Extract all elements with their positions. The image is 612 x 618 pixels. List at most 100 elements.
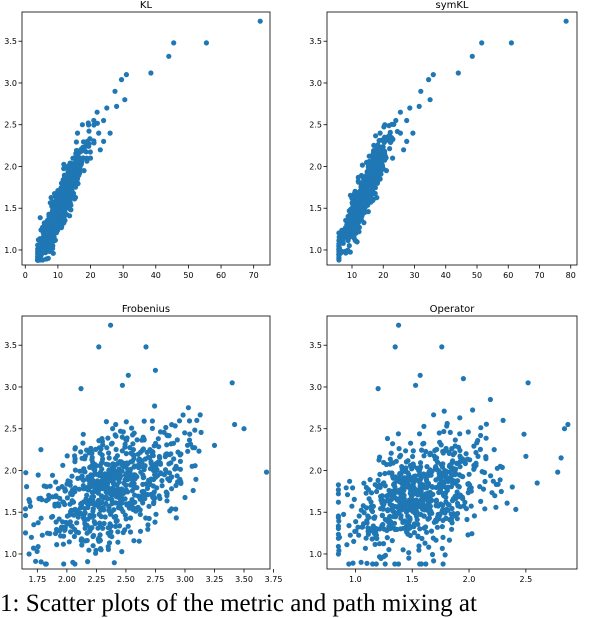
data-point: [418, 88, 424, 94]
data-point: [349, 503, 355, 509]
data-point: [534, 480, 540, 486]
data-point: [263, 469, 270, 475]
data-point: [350, 485, 356, 491]
x-tick-label: 40: [441, 271, 451, 280]
data-point: [382, 516, 388, 523]
data-point: [177, 476, 183, 482]
data-point: [39, 532, 45, 538]
data-point: [424, 484, 431, 490]
data-point: [413, 382, 419, 388]
y-tick-label: 1.0: [4, 246, 17, 255]
data-point: [393, 117, 399, 124]
data-point: [421, 513, 427, 519]
data-point: [460, 376, 466, 382]
chart-panel-3: Frobenius 1.75 2.00 2.25 2.50 2.75 3.00 3.25 3.5…: [4, 304, 282, 584]
data-point: [79, 156, 85, 162]
data-point: [69, 499, 75, 505]
data-point: [101, 117, 107, 124]
chart-title: Frobenius: [122, 304, 170, 315]
data-point: [144, 485, 151, 491]
data-point: [384, 535, 390, 541]
data-point: [373, 533, 379, 539]
data-point: [425, 516, 431, 522]
data-point: [156, 444, 162, 450]
data-point: [449, 505, 455, 512]
data-point: [423, 524, 429, 530]
data-point: [38, 238, 44, 245]
data-point: [171, 456, 177, 462]
data-point: [122, 496, 128, 502]
data-point: [352, 528, 358, 535]
data-point: [112, 88, 118, 94]
y-tick-label: 3.0: [4, 79, 17, 88]
data-point: [397, 471, 403, 477]
data-point: [359, 206, 365, 212]
data-point: [62, 175, 68, 181]
data-point: [111, 560, 117, 566]
data-point: [69, 473, 75, 479]
data-point: [387, 461, 393, 467]
data-point: [125, 372, 131, 378]
data-point: [67, 160, 73, 166]
data-point: [102, 514, 108, 520]
data-point: [143, 515, 149, 521]
data-point: [106, 487, 112, 493]
data-point: [350, 560, 356, 566]
data-point: [391, 491, 397, 497]
data-point: [185, 448, 191, 454]
data-point: [444, 475, 450, 481]
data-point: [443, 499, 449, 505]
data-point: [379, 523, 385, 529]
data-point: [75, 475, 81, 481]
data-point: [136, 538, 142, 544]
data-point: [156, 453, 162, 460]
data-point: [105, 435, 111, 441]
data-point: [359, 212, 365, 218]
data-point: [478, 432, 484, 439]
data-point: [153, 440, 159, 446]
data-point: [381, 459, 387, 466]
data-point: [488, 473, 494, 479]
data-point: [413, 505, 419, 511]
data-point: [47, 248, 53, 254]
data-point: [49, 212, 55, 218]
data-point: [98, 460, 105, 466]
data-point: [406, 471, 412, 477]
y-tick-label: 3.0: [309, 79, 322, 88]
data-point: [79, 542, 85, 548]
data-point: [443, 468, 449, 474]
data-point: [105, 478, 111, 484]
data-point: [388, 521, 394, 528]
data-point: [60, 462, 66, 468]
data-point: [465, 532, 471, 538]
data-point: [91, 140, 97, 146]
data-point: [75, 530, 82, 536]
data-point: [430, 72, 436, 78]
data-point: [174, 473, 180, 479]
data-point: [368, 195, 374, 201]
data-point: [491, 447, 497, 453]
data-point: [521, 431, 527, 437]
data-point: [335, 487, 341, 493]
data-point: [403, 459, 409, 465]
data-point: [70, 559, 76, 565]
data-point: [84, 447, 90, 453]
data-point: [416, 543, 422, 549]
data-point: [81, 486, 87, 492]
data-point: [374, 488, 380, 495]
data-point: [421, 453, 427, 459]
data-point: [457, 431, 463, 437]
x-tick-label: 50: [472, 271, 482, 280]
data-point: [498, 488, 504, 495]
data-point: [95, 483, 101, 489]
data-point: [43, 498, 49, 504]
data-point: [377, 454, 383, 460]
data-point: [114, 103, 120, 109]
data-point: [73, 147, 80, 154]
data-point: [447, 462, 453, 468]
data-point: [433, 537, 439, 543]
data-point: [420, 492, 426, 498]
data-point: [31, 522, 37, 528]
data-point: [424, 472, 430, 478]
data-point: [107, 533, 113, 539]
